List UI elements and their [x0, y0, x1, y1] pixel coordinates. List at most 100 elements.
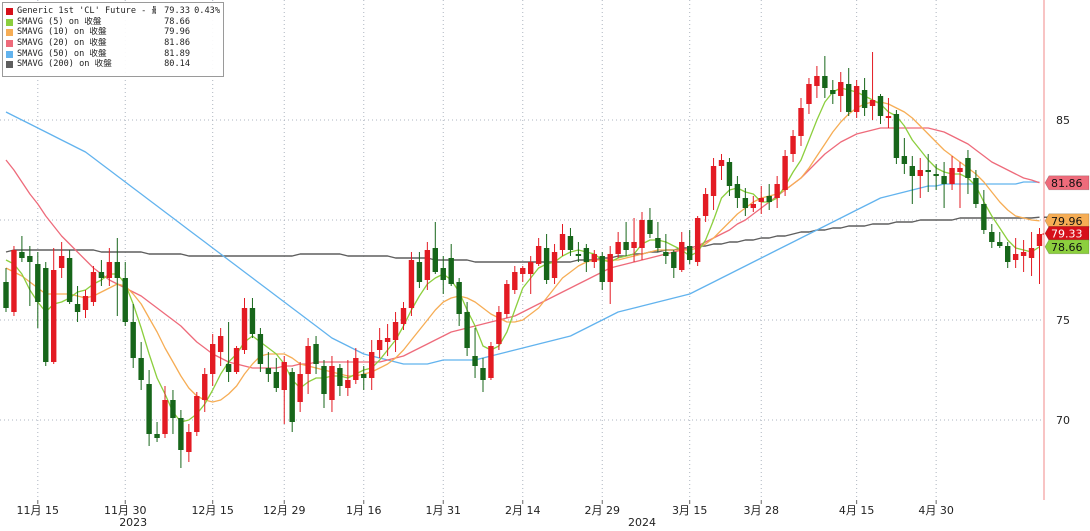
candle-body	[599, 256, 605, 282]
candle-up	[535, 238, 542, 266]
candle-body	[782, 156, 788, 190]
candle-body	[361, 374, 367, 378]
candle-body	[90, 272, 97, 302]
candle-down	[361, 366, 367, 390]
candle-up	[504, 280, 510, 318]
candle-down	[249, 298, 256, 338]
candle-down	[74, 286, 81, 322]
candle-body	[846, 84, 852, 112]
candle-body	[607, 254, 613, 282]
candle-down	[480, 358, 486, 392]
candle-down	[138, 342, 144, 390]
candle-up	[162, 386, 168, 438]
candle-body	[416, 262, 423, 282]
candle-body	[647, 220, 653, 234]
candle-body	[329, 366, 335, 400]
candle-up	[233, 346, 240, 374]
candle-up	[488, 342, 494, 380]
candle-body	[297, 374, 303, 402]
candle-up	[949, 156, 955, 190]
candle-down	[687, 230, 693, 264]
candle-body	[901, 156, 908, 164]
candle-body	[321, 366, 327, 394]
candle-body	[742, 198, 749, 208]
candlesticks	[3, 52, 1043, 468]
candle-body	[583, 248, 590, 262]
candle-body	[11, 250, 17, 312]
sma200-line	[5, 216, 1040, 263]
candle-up	[210, 334, 216, 386]
candle-body	[488, 346, 494, 378]
candle-up	[281, 356, 287, 424]
candle-body	[718, 160, 725, 166]
candle-up	[400, 302, 407, 330]
candle-down	[671, 250, 677, 278]
candle-body	[233, 348, 240, 372]
candle-body	[893, 114, 900, 158]
candle-body	[512, 272, 518, 290]
candle-body	[106, 262, 113, 278]
candle-down	[416, 252, 423, 288]
candle-body	[3, 282, 9, 308]
legend-change-price: 0.43%	[194, 6, 220, 17]
candle-down	[35, 252, 41, 328]
candle-body	[710, 166, 717, 196]
candle-body	[957, 168, 963, 172]
candle-body	[909, 166, 915, 176]
candle-up	[106, 248, 113, 286]
candle-body	[885, 116, 892, 118]
moving-average-lines	[5, 87, 1040, 423]
candle-body	[543, 248, 550, 280]
candle-body	[74, 304, 81, 312]
candle-up	[790, 130, 796, 162]
candle-up	[806, 78, 812, 114]
candle-body	[345, 380, 351, 388]
candle-down	[43, 262, 49, 366]
candle-body	[241, 308, 248, 350]
candle-body	[392, 322, 399, 340]
candle-up	[1012, 238, 1019, 268]
candle-body	[925, 170, 931, 172]
candle-body	[631, 242, 637, 248]
candle-down	[623, 222, 629, 256]
candle-down	[734, 176, 741, 208]
candle-down	[313, 336, 319, 374]
legend-label-sma200: SMAVG (200) on 收盤	[17, 59, 112, 70]
candle-body	[305, 346, 311, 374]
candle-body	[1020, 252, 1027, 256]
legend-value-sma200: 80.14	[164, 59, 190, 70]
candle-body	[758, 198, 764, 202]
candle-body	[973, 178, 979, 204]
candle-body	[766, 196, 772, 202]
legend-swatch-sma10	[6, 29, 13, 37]
legend-swatch-sma200	[6, 61, 13, 69]
candle-up	[1036, 228, 1043, 284]
candle-up	[615, 232, 621, 258]
candle-body	[337, 368, 343, 386]
candle-down	[997, 232, 1003, 248]
candle-body	[933, 174, 939, 176]
candle-body	[520, 268, 526, 274]
candle-body	[504, 284, 510, 314]
candle-body	[170, 400, 176, 418]
candle-body	[456, 282, 462, 314]
candle-body	[194, 396, 200, 432]
candle-down	[933, 164, 939, 190]
candle-up	[782, 150, 788, 196]
candle-body	[822, 76, 828, 88]
value-tag-box	[1044, 175, 1090, 191]
value-tag-box	[1044, 213, 1090, 229]
candle-body	[66, 258, 73, 302]
candle-body	[424, 250, 431, 280]
candle-up	[774, 176, 780, 208]
candle-body	[774, 184, 780, 198]
candle-up	[631, 218, 637, 262]
legend-label-sma5: SMAVG (5) on 收盤	[17, 16, 102, 27]
candle-body	[1012, 254, 1019, 260]
candle-up	[305, 338, 311, 394]
y-tick-label: 75	[1056, 314, 1070, 327]
x-tick-label: 3月 28	[744, 504, 780, 517]
candle-up	[957, 162, 963, 208]
candle-down	[337, 364, 343, 396]
